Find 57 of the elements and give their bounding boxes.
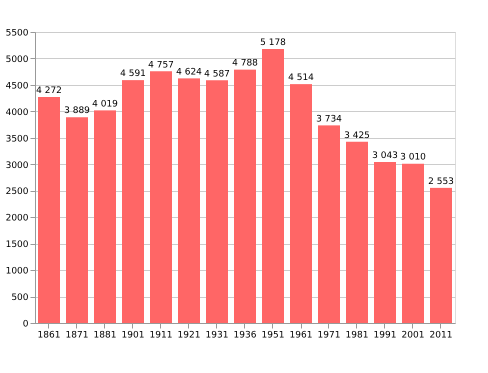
- bar: [402, 164, 424, 323]
- y-tick-label: 5000: [6, 54, 29, 65]
- y-tick-label: 4500: [6, 81, 29, 92]
- y-tick-label: 3000: [6, 160, 29, 171]
- data-label: 5 178: [260, 38, 286, 48]
- data-label: 4 514: [288, 73, 314, 84]
- bar: [374, 162, 396, 323]
- x-tick-label: 1961: [290, 330, 312, 340]
- bar: [206, 80, 228, 323]
- data-label: 4 788: [232, 58, 258, 69]
- data-label: 2 553: [428, 176, 454, 187]
- x-tick-label: 1921: [178, 330, 200, 340]
- bar: [122, 80, 144, 323]
- bar: [234, 70, 256, 323]
- bar: [346, 142, 368, 323]
- bar: [430, 188, 452, 323]
- x-tick-label: 1971: [318, 330, 340, 340]
- x-tick-label: 1901: [122, 330, 144, 340]
- x-tick-label: 1931: [206, 330, 228, 340]
- data-label: 3 425: [344, 130, 370, 141]
- bar: [66, 117, 88, 323]
- data-label: 4 757: [148, 60, 174, 70]
- x-tick-label: 2001: [402, 330, 424, 340]
- data-label: 3 889: [64, 106, 90, 116]
- data-label: 3 010: [400, 152, 426, 163]
- bar: [178, 78, 200, 323]
- y-tick-label: 0: [22, 320, 29, 330]
- x-tick-label: 2011: [430, 330, 452, 340]
- x-tick-label: 1981: [346, 330, 368, 340]
- bar: [290, 84, 312, 323]
- y-tick-label: 4000: [6, 108, 29, 118]
- bar: [38, 96, 60, 323]
- x-tick-label: 1911: [150, 330, 172, 340]
- data-label: 3 734: [316, 114, 342, 124]
- y-tick-label: 5500: [6, 28, 29, 38]
- y-tick-label: 500: [11, 293, 29, 304]
- data-label: 4 624: [176, 67, 202, 78]
- data-label: 3 043: [372, 151, 398, 161]
- data-label: 4 587: [204, 69, 230, 80]
- bar: [318, 125, 340, 323]
- bar: [262, 49, 284, 323]
- bar: [150, 71, 172, 323]
- y-tick-label: 3500: [6, 134, 29, 144]
- data-label: 4 019: [92, 99, 118, 110]
- y-tick-label: 2500: [6, 187, 29, 198]
- x-tick-label: 1936: [234, 330, 257, 340]
- data-label: 4 272: [36, 86, 62, 96]
- x-tick-label: 1871: [66, 330, 88, 340]
- y-tick-label: 1500: [6, 240, 29, 250]
- x-tick-label: 1861: [38, 330, 60, 340]
- data-label: 4 591: [120, 69, 146, 80]
- x-tick-label: 1991: [374, 330, 396, 340]
- x-tick-label: 1881: [94, 330, 116, 340]
- y-tick-label: 2000: [6, 214, 29, 224]
- bar: [94, 110, 116, 323]
- x-tick-label: 1951: [262, 330, 284, 340]
- y-tick-label: 1000: [6, 266, 29, 277]
